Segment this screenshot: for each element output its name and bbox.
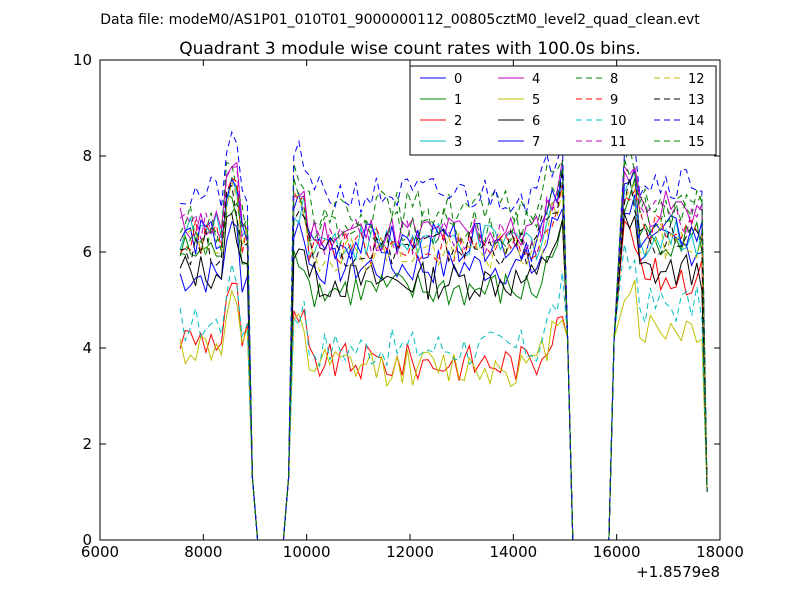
legend-label-6: 6 — [532, 114, 540, 129]
legend-label-12: 12 — [688, 72, 705, 87]
legend-label-0: 0 — [454, 72, 462, 87]
series-line-4 — [179, 160, 708, 541]
x-tick-label: 10000 — [283, 543, 331, 561]
y-tick-label: 10 — [73, 51, 92, 69]
legend-label-7: 7 — [532, 135, 540, 150]
plot-lines — [179, 130, 708, 541]
series-line-15 — [179, 158, 708, 541]
y-tick-label: 2 — [82, 435, 92, 453]
legend-box — [409, 65, 717, 156]
y-tick-label: 4 — [82, 339, 92, 357]
legend-label-11: 11 — [610, 135, 627, 150]
chart-title: Quadrant 3 module wise count rates with … — [179, 39, 640, 59]
suptitle: Data file: modeM0/AS1P01_010T01_90000001… — [100, 12, 700, 28]
series-line-0 — [179, 194, 708, 541]
series-line-2 — [179, 220, 708, 541]
legend-label-4: 4 — [532, 72, 540, 87]
legend-label-13: 13 — [688, 93, 705, 108]
series-line-5 — [179, 280, 708, 541]
x-tick-label: 16000 — [593, 543, 641, 561]
legend-label-3: 3 — [454, 135, 462, 150]
series-line-10 — [179, 243, 708, 541]
x-tick-label: 6000 — [81, 543, 119, 561]
legend-label-1: 1 — [454, 93, 462, 108]
legend-label-15: 15 — [688, 135, 705, 150]
series-line-11 — [179, 164, 708, 541]
legend-label-5: 5 — [532, 93, 540, 108]
y-tick-label: 8 — [82, 147, 92, 165]
x-tick-label: 14000 — [489, 543, 537, 561]
legend-label-2: 2 — [454, 114, 462, 129]
x-tick-label: 12000 — [386, 543, 434, 561]
legend-label-14: 14 — [688, 114, 705, 129]
legend-label-8: 8 — [610, 72, 618, 87]
x-tick-label: 8000 — [184, 543, 222, 561]
series-line-8 — [179, 145, 708, 541]
x-offset-label: +1.8579e8 — [636, 563, 720, 581]
legend-label-9: 9 — [610, 93, 618, 108]
x-tick-label: 18000 — [696, 543, 744, 561]
y-tick-label: 6 — [82, 243, 92, 261]
y-tick-label: 0 — [82, 531, 92, 549]
legend-label-10: 10 — [610, 114, 627, 129]
